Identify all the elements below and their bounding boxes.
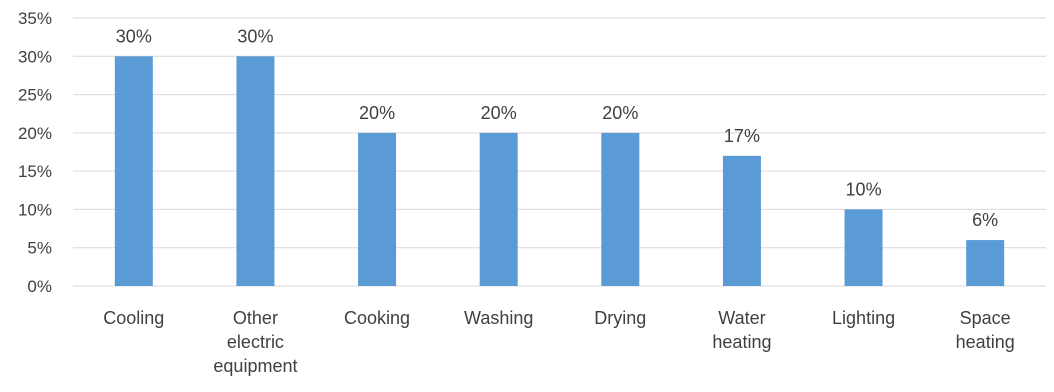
x-tick-label-line: heating	[712, 332, 771, 352]
x-tick-label-line: Lighting	[832, 308, 895, 328]
x-tick-label-line: Cooling	[103, 308, 164, 328]
x-tick-label-line: Other	[233, 308, 278, 328]
x-tick-label: Cooking	[344, 308, 410, 328]
bar	[601, 133, 639, 286]
data-label: 20%	[481, 103, 517, 123]
y-tick-label: 15%	[18, 162, 52, 181]
x-tick-label-line: equipment	[213, 356, 297, 376]
y-tick-label: 30%	[18, 47, 52, 66]
bar	[480, 133, 518, 286]
y-tick-label: 20%	[18, 124, 52, 143]
bar	[115, 56, 153, 286]
bar	[723, 156, 761, 286]
bar	[358, 133, 396, 286]
x-tick-label-line: electric	[227, 332, 284, 352]
x-tick-label-line: Washing	[464, 308, 533, 328]
data-label: 17%	[724, 126, 760, 146]
data-label: 20%	[359, 103, 395, 123]
x-tick-label: Other electric equipment	[213, 308, 297, 376]
data-label: 20%	[602, 103, 638, 123]
y-axis-tick-labels: 0% 5% 10% 15% 20% 25% 30% 35%	[18, 9, 52, 296]
x-axis-category-labels: Cooling Other electric equipment Cooking Wash…	[103, 308, 1014, 376]
x-tick-label: Drying	[594, 308, 646, 328]
bar	[966, 240, 1004, 286]
x-tick-label: Water heating	[712, 308, 771, 352]
data-label: 6%	[972, 210, 998, 230]
y-tick-label: 25%	[18, 86, 52, 105]
data-label: 30%	[116, 26, 152, 46]
x-tick-label: Lighting	[832, 308, 895, 328]
gridlines	[73, 18, 1046, 286]
x-tick-label-line: heating	[956, 332, 1015, 352]
x-tick-label: Space heating	[956, 308, 1015, 352]
x-tick-label: Cooling	[103, 308, 164, 328]
data-label: 30%	[237, 26, 273, 46]
y-tick-label: 35%	[18, 9, 52, 28]
y-tick-label: 10%	[18, 200, 52, 219]
bar	[236, 56, 274, 286]
x-tick-label-line: Cooking	[344, 308, 410, 328]
y-tick-label: 5%	[27, 239, 52, 258]
data-label: 10%	[846, 179, 882, 199]
x-tick-label-line: Drying	[594, 308, 646, 328]
bar	[845, 209, 883, 286]
x-tick-label: Washing	[464, 308, 533, 328]
x-tick-label-line: Space	[960, 308, 1011, 328]
y-tick-label: 0%	[27, 277, 52, 296]
x-tick-label-line: Water	[718, 308, 765, 328]
